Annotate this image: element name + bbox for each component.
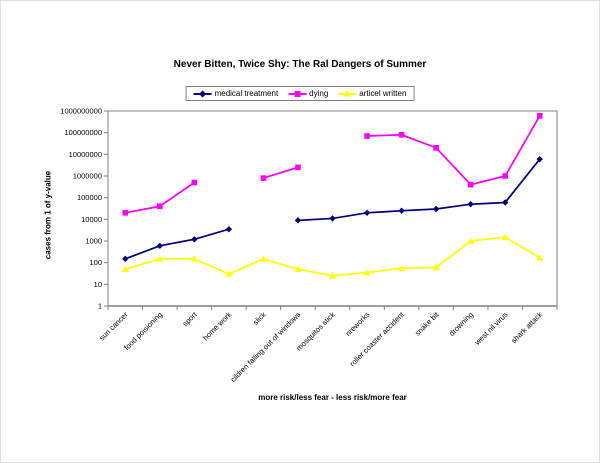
x-axis-title: more risk/less fear - less risk/more fea…	[258, 393, 407, 402]
data-point-marker	[398, 207, 405, 214]
y-tick-label: 1	[98, 302, 102, 311]
data-point-marker	[294, 265, 302, 272]
data-point-marker	[536, 254, 544, 261]
data-point-marker	[225, 226, 233, 233]
data-point-marker	[121, 265, 129, 272]
y-tick-label: 10	[94, 280, 102, 289]
series-line-diamond	[297, 158, 541, 222]
data-point-marker	[501, 233, 509, 240]
data-point-marker	[260, 175, 267, 181]
chart-title: Never Bitten, Twice Shy: The Ral Dangers…	[173, 59, 427, 70]
legend-item-dying: dying	[288, 89, 328, 98]
x-category-label: west nil virus	[472, 310, 510, 348]
y-tick-label: 10000000	[69, 150, 102, 159]
data-point-marker	[467, 181, 474, 188]
data-point-marker	[364, 133, 370, 139]
series-line-diamond	[124, 228, 230, 260]
data-point-marker	[536, 155, 543, 163]
data-point-marker	[225, 270, 233, 277]
data-point-marker	[157, 203, 163, 210]
data-point-marker	[467, 237, 475, 244]
line-square-icon	[288, 90, 307, 97]
triangle-marker-icon	[343, 90, 352, 97]
data-point-marker	[398, 131, 405, 138]
data-point-marker	[363, 269, 371, 276]
data-point-marker	[294, 217, 302, 224]
legend-item-medical-treatment: medical treatment	[193, 89, 279, 98]
data-point-marker	[190, 255, 198, 262]
y-tick-label: 100000000	[64, 128, 102, 137]
data-point-marker	[295, 164, 301, 171]
data-point-marker	[433, 145, 439, 151]
data-point-marker	[156, 255, 164, 262]
series-line-square	[263, 166, 299, 179]
x-category-label: sun cancer	[97, 310, 130, 343]
legend-label-articel-written: articel written	[359, 89, 407, 98]
data-point-marker	[156, 242, 164, 250]
square-marker-icon	[294, 90, 301, 97]
legend-item-articel-written: articel written	[338, 89, 406, 98]
y-tick-label: 1000000	[73, 172, 102, 181]
data-point-marker	[328, 272, 337, 279]
series-line-square	[367, 115, 541, 186]
data-point-marker	[467, 200, 474, 208]
data-point-marker	[259, 255, 268, 262]
data-point-marker	[122, 210, 129, 216]
y-tick-label: 100	[89, 258, 102, 267]
x-category-label: slick	[251, 310, 268, 327]
data-point-marker	[501, 199, 509, 206]
data-point-marker	[502, 173, 508, 179]
x-category-label: sport	[181, 309, 200, 328]
data-point-marker	[432, 205, 440, 213]
x-category-label: drowning	[447, 310, 475, 338]
x-category-label: cildren falling out of windows	[229, 310, 303, 384]
data-point-marker	[191, 236, 198, 243]
legend-label-medical-treatment: medical treatment	[214, 89, 279, 98]
data-point-marker	[536, 113, 543, 119]
series-line-triangle	[125, 236, 541, 277]
y-tick-label: 1000000000	[60, 107, 102, 116]
data-point-marker	[329, 215, 336, 222]
data-point-marker	[432, 264, 440, 271]
legend: medical treatment dying articel written	[185, 86, 415, 101]
x-category-label: snake bit	[413, 309, 441, 337]
data-point-marker	[363, 209, 371, 217]
x-category-label: shark attack	[509, 310, 544, 345]
line-diamond-icon	[193, 89, 212, 98]
x-category-label: nreworks	[344, 310, 372, 338]
line-triangle-icon	[338, 90, 357, 97]
data-point-marker	[397, 265, 406, 272]
x-category-label: home work	[201, 310, 233, 342]
y-tick-label: 10000	[81, 215, 102, 224]
data-point-marker	[191, 179, 198, 186]
y-tick-label: 100000	[77, 193, 102, 202]
data-point-marker	[122, 255, 129, 263]
y-tick-label: 1000	[85, 237, 102, 246]
legend-label-dying: dying	[309, 89, 329, 98]
